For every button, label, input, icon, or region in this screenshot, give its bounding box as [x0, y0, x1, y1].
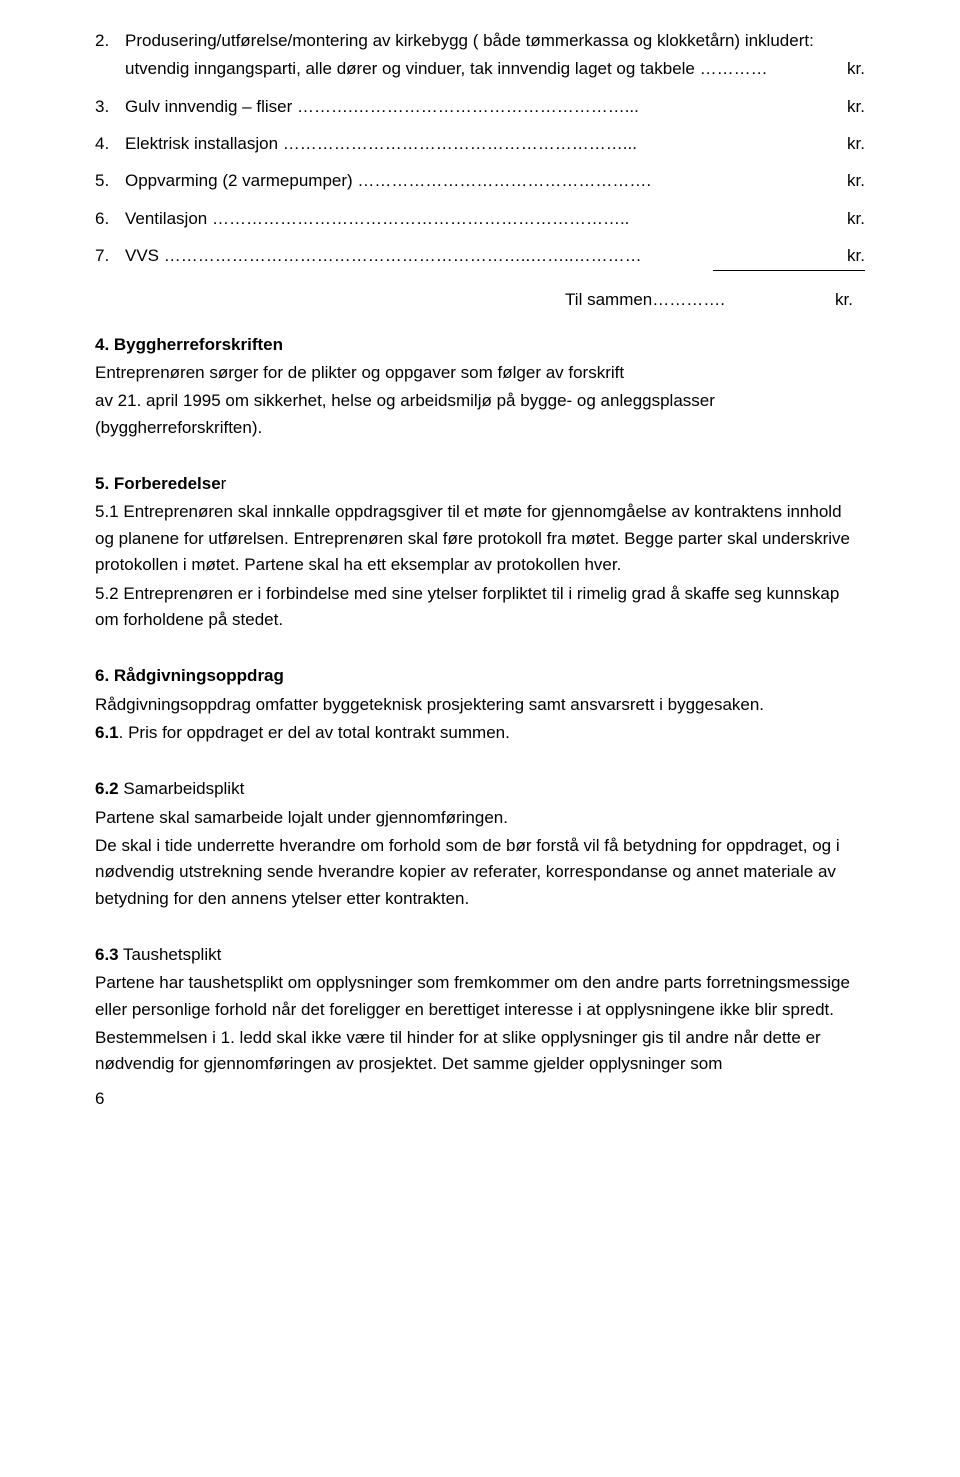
item7-label: VVS ………………………………………………………..……..…………: [125, 243, 642, 269]
section-4-p2: av 21. april 1995 om sikkerhet, helse og…: [95, 388, 865, 441]
s6-p2a: 6.1: [95, 723, 119, 742]
list-item-4: 4. Elektrisk installasjon ………………………………………: [95, 131, 865, 157]
section-6-2-p2: De skal i tide underrette hverandre om f…: [95, 833, 865, 912]
section-6-3-p1: Partene har taushetsplikt om opplysninge…: [95, 970, 865, 1023]
item-text: VVS ………………………………………………………..……..………… kr.: [125, 243, 865, 269]
s6-p2b: . Pris for oppdraget er del av total kon…: [119, 723, 510, 742]
item5-kr: kr.: [832, 168, 865, 194]
item2-kr: kr.: [832, 56, 865, 82]
item7-kr: kr.: [832, 243, 865, 269]
section-6-3-p2: Bestemmelsen i 1. ledd skal ikke være ti…: [95, 1025, 865, 1078]
item2-line2: utvendig inngangsparti, alle dører og vi…: [125, 56, 865, 82]
sum-row: Til sammen…………. kr.: [95, 287, 865, 313]
h62-bold: 6.2: [95, 779, 119, 798]
section-5-p1: 5.1 Entreprenøren skal innkalle oppdrags…: [95, 499, 865, 578]
list-item-3: 3. Gulv innvendig – fliser ……….…………………………: [95, 94, 865, 120]
item6-kr: kr.: [832, 206, 865, 232]
section-4-heading: 4. Byggherreforskriften: [95, 332, 865, 358]
section-6-2: 6.2 Samarbeidsplikt Partene skal samarbe…: [95, 776, 865, 912]
h63-bold: 6.3: [95, 945, 119, 964]
sum-divider: [713, 270, 865, 271]
section-5-heading: 5. Forberedelser: [95, 471, 865, 497]
item-number: 5.: [95, 168, 125, 194]
list-item-7: 7. VVS ………………………………………………………..……..………… k…: [95, 243, 865, 269]
section-6-3: 6.3 Taushetsplikt Partene har taushetspl…: [95, 942, 865, 1078]
item-text: Elektrisk installasjon ………………………………………………: [125, 131, 865, 157]
section-5: 5. Forberedelser 5.1 Entreprenøren skal …: [95, 471, 865, 633]
h63-tail: Taushetsplikt: [119, 945, 222, 964]
item-number: 6.: [95, 206, 125, 232]
heading-tail: r: [221, 474, 227, 493]
item6-label: Ventilasjon ………………………………………………………………..: [125, 206, 629, 232]
sum-kr: kr.: [835, 287, 865, 313]
item-text: Gulv innvendig – fliser ……….…………………………………: [125, 94, 865, 120]
item-number: 2.: [95, 28, 125, 83]
item-number: 4.: [95, 131, 125, 157]
list-item-5: 5. Oppvarming (2 varmepumper) ……………………………: [95, 168, 865, 194]
section-6: 6. Rådgivningsoppdrag Rådgivningsoppdrag…: [95, 663, 865, 746]
heading-bold: 5. Forberedelse: [95, 474, 221, 493]
list-item-6: 6. Ventilasjon ……………………………………………………………….…: [95, 206, 865, 232]
section-6-p2: 6.1. Pris for oppdraget er del av total …: [95, 720, 865, 746]
section-6-2-heading: 6.2 Samarbeidsplikt: [95, 776, 865, 802]
item3-label: Gulv innvendig – fliser ……….…………………………………: [125, 94, 639, 120]
item2-label: utvendig inngangsparti, alle dører og vi…: [125, 56, 768, 82]
item4-label: Elektrisk installasjon ………………………………………………: [125, 131, 637, 157]
h62-tail: Samarbeidsplikt: [119, 779, 245, 798]
list-item-2: 2. Produsering/utførelse/montering av ki…: [95, 28, 865, 83]
section-6-3-heading: 6.3 Taushetsplikt: [95, 942, 865, 968]
item-text: Oppvarming (2 varmepumper) ……………………………………: [125, 168, 865, 194]
item4-kr: kr.: [832, 131, 865, 157]
page-number: 6: [95, 1086, 865, 1112]
item3-kr: kr.: [832, 94, 865, 120]
section-6-heading: 6. Rådgivningsoppdrag: [95, 663, 865, 689]
sum-label: Til sammen………….: [565, 287, 725, 313]
item2-line1: Produsering/utførelse/montering av kirke…: [125, 28, 865, 54]
item5-label: Oppvarming (2 varmepumper) ……………………………………: [125, 168, 651, 194]
item-number: 3.: [95, 94, 125, 120]
section-6-2-p1: Partene skal samarbeide lojalt under gje…: [95, 805, 865, 831]
section-5-p2: 5.2 Entreprenøren er i forbindelse med s…: [95, 581, 865, 634]
item-text: Ventilasjon ……………………………………………………………….. k…: [125, 206, 865, 232]
item-text: Produsering/utførelse/montering av kirke…: [125, 28, 865, 83]
section-4-p1: Entreprenøren sørger for de plikter og o…: [95, 360, 865, 386]
section-6-p1: Rådgivningsoppdrag omfatter byggeteknisk…: [95, 692, 865, 718]
item-number: 7.: [95, 243, 125, 269]
